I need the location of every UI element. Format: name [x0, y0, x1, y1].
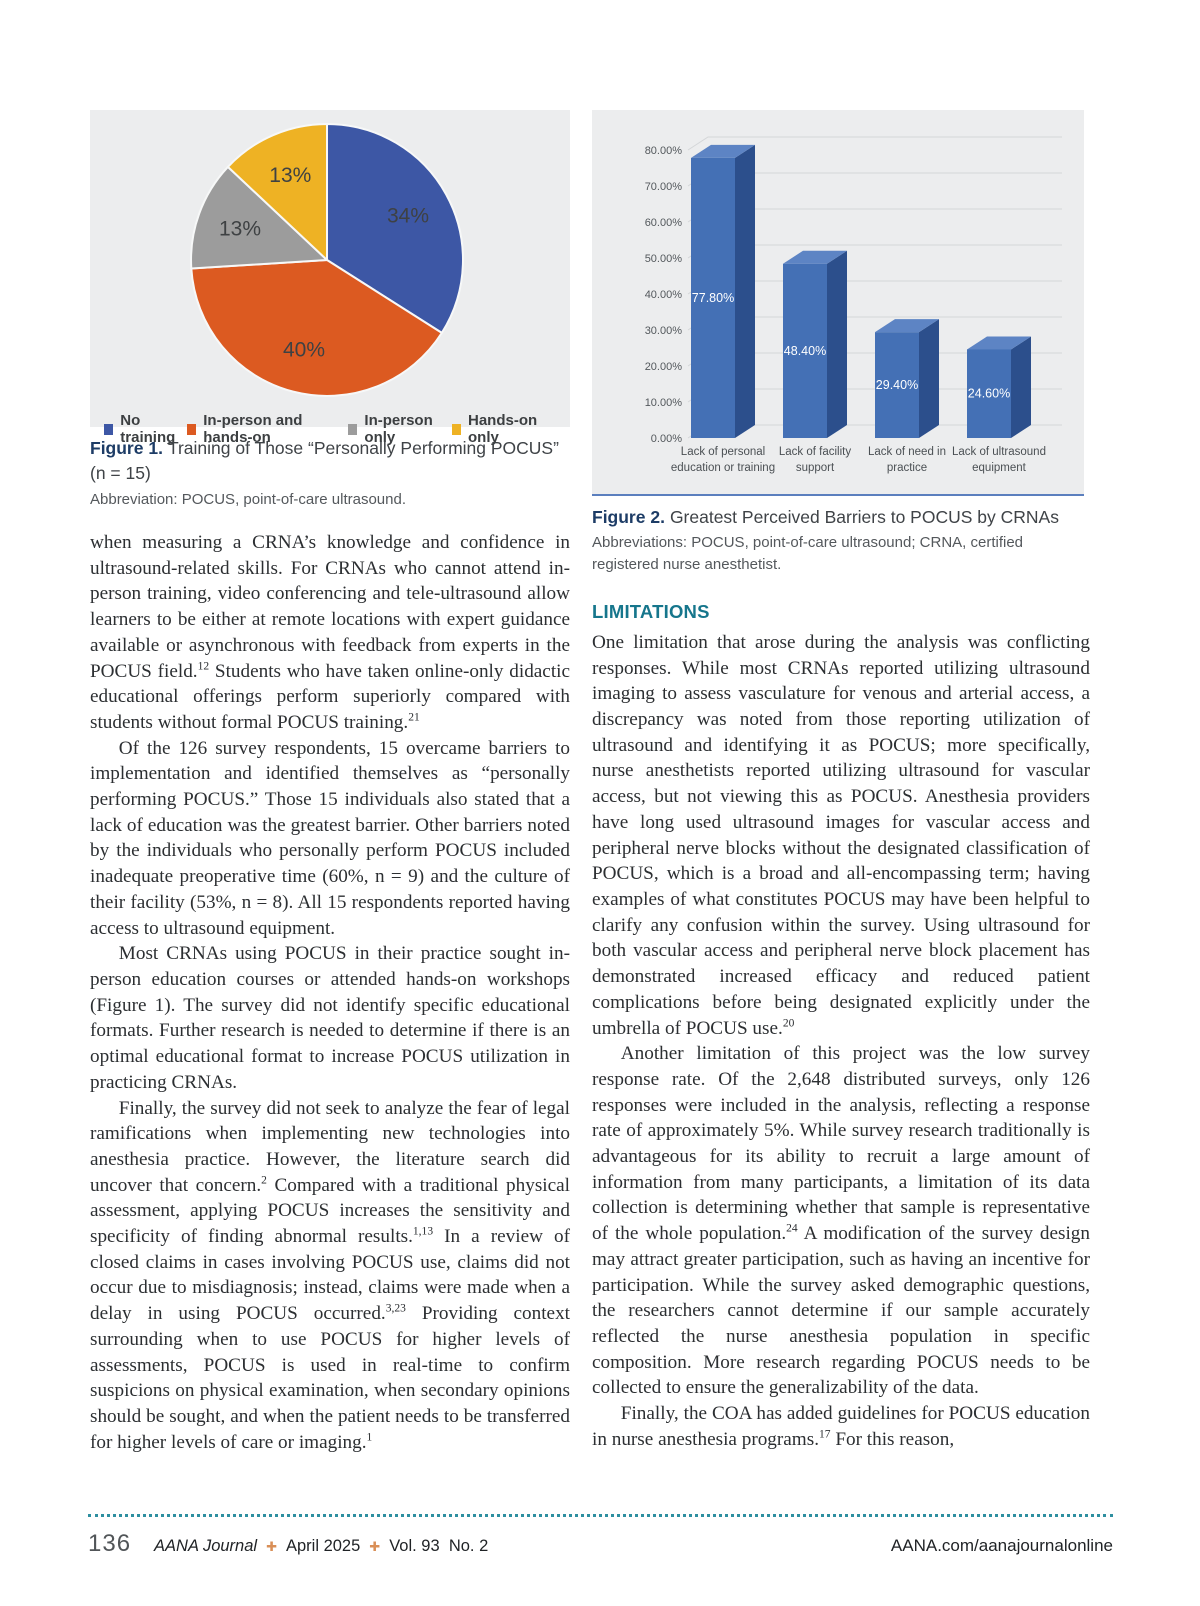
left-column-text: when measuring a CRNA’s knowledge and co…	[90, 530, 570, 1455]
bar	[875, 319, 939, 333]
bar-chart-panel: 0.00% 10.00% 20.00% 30.00% 40.00% 50.00% 60.00…	[592, 110, 1084, 496]
bar-data-label: 29.40%	[876, 378, 918, 392]
y-axis-tick-label: 20.00%	[645, 361, 683, 373]
limitations-heading: LIMITATIONS	[592, 600, 710, 622]
y-axis-tick-label: 40.00%	[645, 289, 683, 301]
issue-date: April 2025	[285, 1537, 361, 1555]
pie-slice	[226, 123, 328, 261]
legend-label: No training	[120, 412, 176, 446]
figure-caption-text: Training of Those “Personally Performing…	[90, 438, 559, 484]
page-footer: 136 AANA Journal ✚ April 2025 ✚ Vol. 93 …	[88, 1514, 1113, 1558]
legend-item: No training	[104, 412, 187, 446]
bar-data-label: 77.80%	[692, 291, 734, 305]
bar-chart-category-labels: Lack of personal education or training La…	[592, 444, 1084, 494]
x-axis-category-label: Lack of personal education or training	[670, 446, 776, 475]
figure-2-caption: Figure 2. Greatest Perceived Barriers to …	[592, 505, 1090, 575]
pie-slice-label: 13%	[219, 218, 261, 241]
footer-rule	[88, 1514, 1113, 1517]
figure-caption-line: Figure 1. Training of Those “Personally P…	[90, 436, 570, 487]
figure-1: 34% 40% 13% 13% No training In-person and ha…	[90, 110, 570, 510]
bar	[783, 250, 847, 264]
pie-chart: 34% 40% 13% 13%	[90, 110, 570, 411]
volume-number: Vol. 93 No. 2	[389, 1537, 489, 1555]
bar	[919, 319, 939, 438]
bar	[691, 144, 755, 158]
paragraph: Of the 126 survey respondents, 15 overca…	[90, 737, 570, 939]
y-axis-tick-label: 0.00%	[651, 433, 682, 445]
pie-slice-label: 13%	[269, 164, 311, 187]
bar-chart: 0.00% 10.00% 20.00% 30.00% 40.00% 50.00% 60.00…	[592, 110, 1084, 451]
legend-swatch	[186, 423, 197, 435]
bar	[875, 332, 919, 438]
bar	[827, 250, 847, 438]
figure-1-caption: Figure 1. Training of Those “Personally P…	[90, 436, 570, 510]
figure-caption-line: Figure 2. Greatest Perceived Barriers to …	[592, 505, 1090, 530]
legend-label: Hands-on only	[468, 412, 538, 446]
left-column: 34% 40% 13% 13% No training In-person and ha…	[90, 110, 570, 1455]
legend-item: In-person and hands-on	[186, 412, 348, 446]
figure-caption-text: Greatest Perceived Barriers to POCUS by …	[669, 507, 1059, 527]
bar-data-label: 24.60%	[968, 387, 1010, 401]
legend-swatch	[104, 423, 114, 435]
cross-separator-icon: ✚	[369, 1539, 381, 1554]
y-axis-tick-label: 50.00%	[645, 253, 683, 265]
paragraph: Most CRNAs using POCUS in their practice…	[90, 943, 570, 1093]
x-axis-category-label: Lack of ultrasound equipment	[952, 446, 1046, 475]
journal-name: AANA Journal	[154, 1537, 258, 1555]
footer-row: 136 AANA Journal ✚ April 2025 ✚ Vol. 93 …	[88, 1530, 1113, 1558]
bar	[783, 263, 827, 438]
figure-2: 0.00% 10.00% 20.00% 30.00% 40.00% 50.00% 60.00…	[592, 110, 1090, 575]
page-number: 136	[88, 1530, 132, 1557]
pie-slice	[190, 165, 328, 270]
gridline	[687, 136, 1062, 151]
bar	[967, 336, 1031, 350]
paragraph: when measuring a CRNA’s knowledge and co…	[90, 532, 570, 733]
right-column: 0.00% 10.00% 20.00% 30.00% 40.00% 50.00% 60.00…	[592, 110, 1090, 1455]
y-axis-tick-label: 70.00%	[645, 181, 683, 193]
legend-swatch	[348, 423, 358, 435]
pie-slice-label: 34%	[387, 204, 429, 227]
legend-item: Hands-on only	[451, 412, 556, 446]
figure-label: Figure 2.	[592, 507, 665, 527]
legend-label: In-person only	[364, 412, 433, 446]
paragraph: Another limitation of this project was t…	[592, 1043, 1090, 1399]
paragraph: Finally, the COA has added guidelines fo…	[592, 1403, 1090, 1450]
bar	[967, 349, 1011, 438]
right-column-text: One limitation that arose during the ana…	[592, 630, 1090, 1453]
pie-slice-label: 40%	[283, 339, 325, 362]
bar	[735, 144, 755, 439]
legend-label: In-person and hands-on	[203, 412, 303, 446]
paragraph: One limitation that arose during the ana…	[592, 631, 1090, 1039]
y-axis-tick-label: 60.00%	[645, 217, 683, 229]
y-axis-tick-label: 80.00%	[645, 145, 683, 157]
two-column-layout: 34% 40% 13% 13% No training In-person and ha…	[90, 110, 1090, 1455]
x-axis-category-label: Lack of facility support	[778, 446, 852, 475]
pie-slice	[190, 259, 443, 397]
cross-separator-icon: ✚	[266, 1539, 277, 1554]
y-axis-tick-label: 10.00%	[645, 397, 683, 409]
legend-swatch	[451, 423, 461, 435]
bar	[1011, 336, 1031, 438]
x-axis-category-label: Lack of need in practice	[867, 446, 946, 475]
figure-abbreviation: Abbreviation: POCUS, point-of-care ultra…	[90, 490, 406, 508]
pie-chart-panel: 34% 40% 13% 13% No training In-person and ha…	[90, 110, 570, 446]
bar-data-label: 48.40%	[784, 344, 826, 358]
figure-label: Figure 1.	[90, 438, 163, 458]
pie-legend: No training In-person and hands-on In-pers…	[90, 411, 570, 446]
bar	[691, 157, 735, 439]
paragraph: Finally, the survey did not seek to anal…	[90, 1097, 570, 1453]
legend-item: In-person only	[348, 412, 452, 446]
footer-website: AANA.com/aanajournalonline	[890, 1536, 1113, 1555]
footer-left: 136 AANA Journal ✚ April 2025 ✚ Vol. 93 …	[88, 1530, 488, 1558]
y-axis-tick-label: 30.00%	[645, 325, 683, 337]
figure-abbreviation: Abbreviations: POCUS, point-of-care ultr…	[592, 534, 1024, 573]
